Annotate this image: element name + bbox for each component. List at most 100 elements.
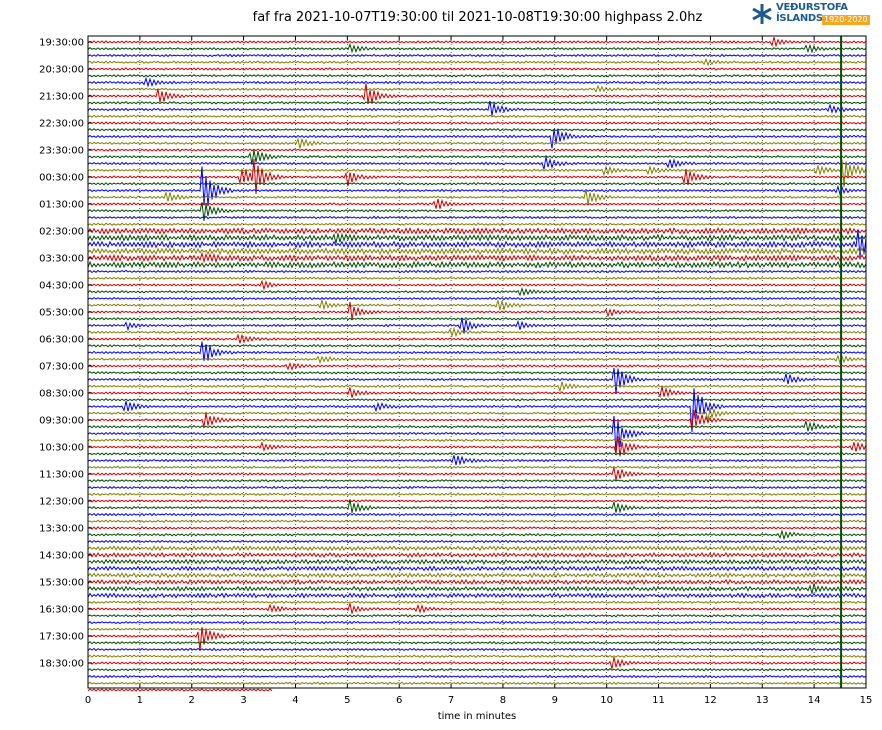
seismic-trace [87,76,867,88]
y-tick-label: 14:30:00 [39,551,84,562]
seismic-trace [87,159,867,194]
seismic-trace [87,316,867,321]
seismic-trace [87,603,867,614]
seismic-trace [87,260,867,269]
axes-frame [87,35,867,689]
x-tick-label: 0 [85,695,91,706]
seismic-trace [87,667,867,672]
seismic-trace [87,354,867,366]
x-tick-label: 15 [860,695,873,706]
seismic-trace [87,647,867,652]
grid-lines [139,36,815,688]
x-tick-label: 1 [137,695,143,706]
vedurstofa-logo: VEÐURSTOFA ÍSLANDS 1920-2020 [750,2,870,28]
seismic-trace [87,53,867,58]
seismic-trace [87,583,867,594]
seismic-trace [87,129,867,149]
seismic-trace [87,529,867,541]
x-tick-label: 6 [396,695,402,706]
seismic-trace [87,551,867,558]
y-tick-label: 07:30:00 [39,362,84,373]
y-tick-label: 03:30:00 [39,254,84,265]
y-tick-label: 11:30:00 [39,470,84,481]
seismic-trace [87,232,867,244]
seismic-trace [87,572,867,579]
seismic-trace [87,479,867,483]
seismic-trace [87,654,867,658]
seismic-trace [87,592,867,599]
seismic-trace [87,198,867,209]
seismic-trace [87,558,867,565]
seismic-trace [87,341,867,362]
seismic-trace [87,421,867,432]
seismic-trace [87,73,867,78]
seismic-trace [87,137,867,149]
x-tick-label: 11 [652,695,665,706]
seismic-trace [87,159,867,188]
y-tick-label: 15:30:00 [39,578,84,589]
seismic-trace [87,397,867,402]
y-tick-label: 12:30:00 [39,497,84,508]
seismic-trace [87,296,867,301]
seismic-trace [87,127,867,132]
seismic-trace [87,215,867,220]
seismic-trace [87,415,867,454]
seismic-trace [87,279,867,291]
seismic-trace [87,361,867,371]
y-tick-label: 08:30:00 [39,389,84,400]
snowflake-logo-icon [752,4,772,24]
logo-text: VEÐURSTOFA ÍSLANDS [776,2,848,24]
seismic-trace [87,613,867,618]
seismic-trace [87,408,867,421]
seismic-trace [87,620,867,625]
seismic-trace [87,681,867,686]
seismic-trace [87,36,867,48]
y-tick-label: 02:30:00 [39,227,84,238]
seismic-trace [87,343,867,348]
y-tick-label: 01:30:00 [39,200,84,211]
x-axis-ticks: 0 1 2 3 4 5 6 7 8 9 10 11 12 13 14 15 [85,36,873,706]
x-tick-label: 8 [500,695,506,706]
seismic-trace [87,121,867,125]
seismic-trace [87,67,867,71]
x-tick-label: 9 [552,695,558,706]
seismic-trace [87,326,867,338]
y-tick-label: 23:30:00 [39,146,84,157]
seismic-trace [87,370,867,375]
seismic-trace [87,166,867,207]
y-tick-label: 16:30:00 [39,605,84,616]
seismic-trace [87,100,867,105]
seismic-trace [87,42,867,54]
seismic-trace [87,545,867,552]
x-tick-label: 14 [808,695,821,706]
x-tick-label: 10 [600,695,613,706]
seismic-trace [87,627,867,652]
seismic-trace [87,578,867,586]
seismic-trace [87,438,867,443]
logo-line-1: VEÐURSTOFA [776,2,848,13]
y-tick-label: 10:30:00 [39,443,84,454]
logo-line-2: ÍSLANDS [776,13,823,24]
seismic-trace [87,565,867,572]
x-tick-label: 12 [704,695,717,706]
seismic-trace [87,298,867,312]
seismic-trace [87,467,867,481]
y-axis-ticks: 19:30:00 20:30:00 21:30:00 22:30:00 23:30:00… [39,38,92,670]
y-tick-label: 17:30:00 [39,632,84,643]
seismic-trace [87,451,867,456]
seismic-trace [87,148,867,152]
y-tick-label: 21:30:00 [39,92,84,103]
seismic-trace [87,114,867,119]
seismic-trace [87,333,867,344]
seismic-trace [87,499,867,503]
seismic-trace [87,492,867,497]
seismic-trace [87,367,867,394]
seismic-trace [87,222,867,227]
seismic-trace [87,269,867,274]
seismic-trace [87,640,867,645]
seismic-trace [87,229,867,258]
seismic-trace [87,84,867,93]
y-tick-label: 05:30:00 [39,308,84,319]
seismic-trace [87,600,867,605]
